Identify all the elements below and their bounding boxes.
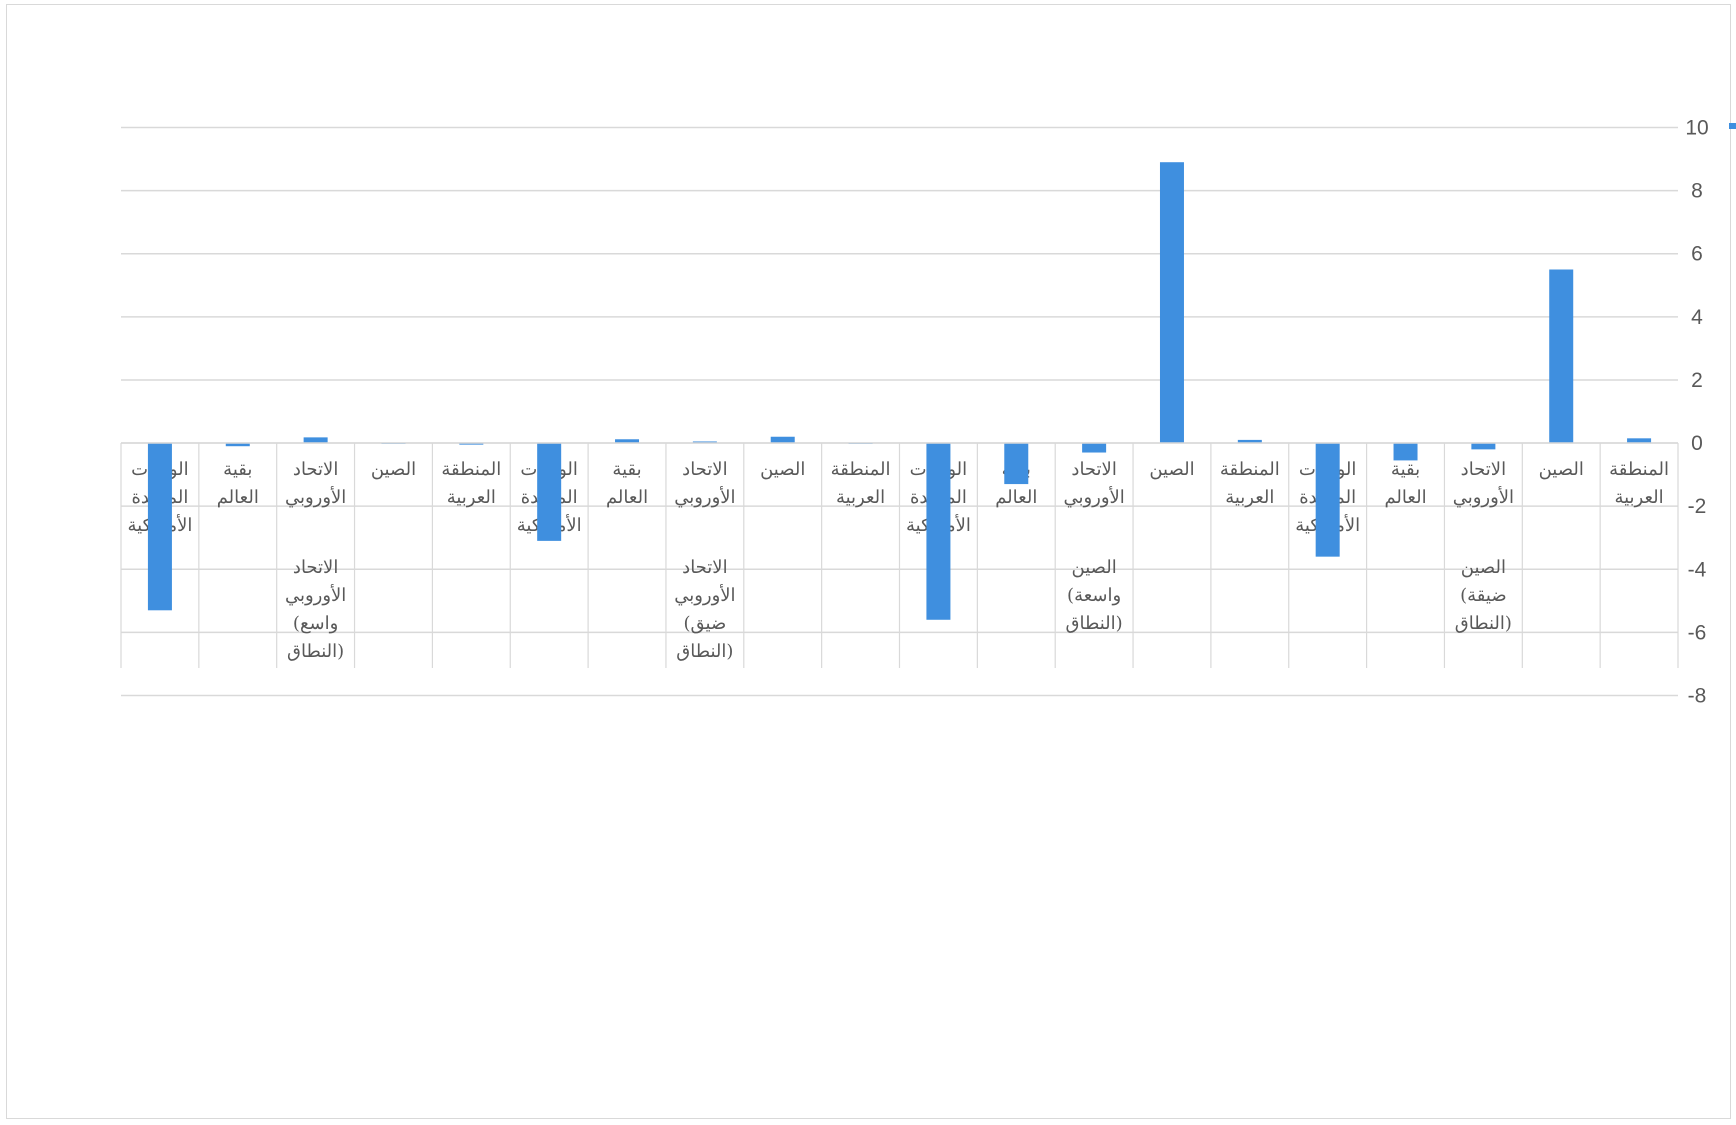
bar [147, 443, 172, 611]
category-label: الاتحاد الأوروبي [1063, 459, 1124, 508]
bar [615, 439, 640, 444]
y-tick-label: 2 [1691, 369, 1703, 392]
group-label: الاتحاد الأوروبي (واسع النطاق) [285, 557, 346, 662]
category-label: الاتحاد الأوروبي [674, 459, 735, 508]
bar [1082, 443, 1107, 453]
category-label: الصين [1539, 459, 1584, 480]
bar [1237, 439, 1262, 444]
category-label: الاتحاد الأوروبي [285, 459, 346, 508]
legend-marker [1729, 123, 1736, 129]
y-tick-label: -4 [1688, 558, 1707, 581]
category-label: الصين [1149, 459, 1194, 480]
y-tick-label: -6 [1688, 621, 1707, 644]
y-tick-label: 10 [1685, 117, 1708, 140]
y-tick-label: -8 [1688, 685, 1707, 708]
category-label: المنطقة العربية [441, 459, 501, 508]
y-tick-label: 8 [1691, 180, 1703, 203]
y-tick-label: 4 [1691, 306, 1703, 329]
chart-frame [6, 4, 1731, 1119]
bar [459, 443, 484, 445]
category-label: المنطقة العربية [831, 459, 891, 508]
bar [770, 436, 795, 444]
bar [225, 443, 250, 447]
bar [1471, 443, 1496, 450]
category-label: الصين [371, 459, 416, 480]
bar [303, 437, 328, 444]
category-label: الصين [760, 459, 805, 480]
bar [926, 443, 951, 620]
group-label: الاتحاد الأوروبي (ضيق النطاق) [674, 557, 735, 662]
bar [1627, 438, 1652, 444]
bar [537, 443, 562, 541]
bar [1393, 443, 1418, 461]
category-label: الاتحاد الأوروبي [1453, 459, 1514, 508]
y-tick-label: -2 [1688, 495, 1707, 518]
bar [1549, 269, 1574, 444]
bar [692, 441, 717, 444]
group-label: الصين (ضيقة النطاق) [1455, 557, 1512, 634]
bar [1159, 162, 1184, 444]
y-tick-label: 0 [1691, 432, 1703, 455]
category-label: المنطقة العربية [1220, 459, 1280, 508]
bar [1004, 443, 1029, 485]
bar [1315, 443, 1340, 557]
category-label: الولاياتالمتحدةالأمريكية [906, 459, 971, 536]
group-label: الصين (واسعة النطاق) [1066, 557, 1123, 634]
y-tick-label: 6 [1691, 243, 1703, 266]
category-label: المنطقة العربية [1609, 459, 1669, 508]
